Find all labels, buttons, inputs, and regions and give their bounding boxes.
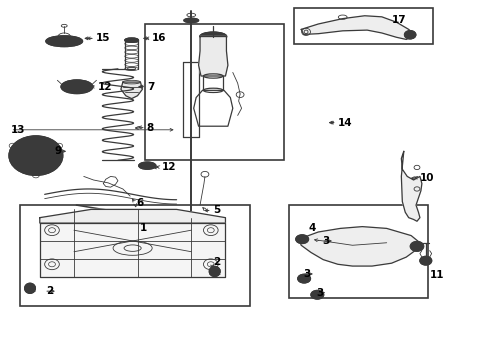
Text: 2: 2 (213, 257, 220, 267)
Bar (294, 8, 433, 44)
Polygon shape (198, 37, 228, 76)
Polygon shape (300, 226, 420, 266)
Polygon shape (40, 210, 225, 223)
Text: 7: 7 (147, 82, 155, 92)
Text: 6: 6 (137, 198, 144, 208)
Ellipse shape (46, 36, 82, 46)
Circle shape (414, 244, 420, 248)
Ellipse shape (125, 38, 139, 42)
Text: 16: 16 (152, 33, 167, 43)
Ellipse shape (139, 162, 156, 169)
Circle shape (66, 43, 69, 45)
Text: 9: 9 (54, 146, 62, 156)
Text: 13: 13 (10, 125, 25, 135)
Text: 4: 4 (309, 224, 316, 233)
Ellipse shape (311, 291, 324, 299)
Circle shape (300, 238, 304, 240)
Circle shape (404, 31, 416, 39)
Text: 5: 5 (213, 206, 220, 216)
Bar (289, 205, 428, 298)
Circle shape (420, 256, 432, 265)
Circle shape (316, 293, 319, 296)
Text: 10: 10 (420, 173, 435, 183)
Text: 12: 12 (162, 162, 176, 172)
Circle shape (9, 136, 63, 175)
Polygon shape (301, 16, 414, 40)
Circle shape (423, 259, 428, 262)
Bar (145, 24, 284, 160)
Ellipse shape (200, 32, 227, 41)
Text: 3: 3 (304, 269, 311, 279)
Polygon shape (401, 151, 422, 221)
Ellipse shape (209, 266, 220, 276)
Ellipse shape (296, 235, 309, 243)
Text: 11: 11 (430, 270, 444, 280)
Text: 12: 12 (98, 82, 112, 92)
Circle shape (66, 37, 69, 40)
Text: 14: 14 (338, 118, 352, 128)
Circle shape (55, 42, 58, 44)
Polygon shape (121, 82, 143, 99)
Text: 15: 15 (96, 33, 110, 43)
Ellipse shape (298, 274, 311, 283)
Circle shape (55, 39, 58, 41)
Ellipse shape (184, 18, 198, 23)
Text: 3: 3 (323, 236, 330, 246)
Ellipse shape (24, 283, 35, 293)
Text: 1: 1 (140, 224, 147, 233)
Circle shape (410, 241, 424, 251)
Text: 17: 17 (392, 15, 406, 26)
Text: 8: 8 (147, 123, 153, 133)
Circle shape (302, 277, 306, 280)
Text: 3: 3 (316, 288, 323, 298)
Ellipse shape (61, 80, 93, 94)
Text: 2: 2 (46, 286, 53, 296)
Circle shape (73, 40, 75, 42)
Circle shape (203, 220, 208, 223)
Polygon shape (40, 223, 225, 277)
Bar (20, 205, 250, 306)
Circle shape (408, 33, 413, 37)
